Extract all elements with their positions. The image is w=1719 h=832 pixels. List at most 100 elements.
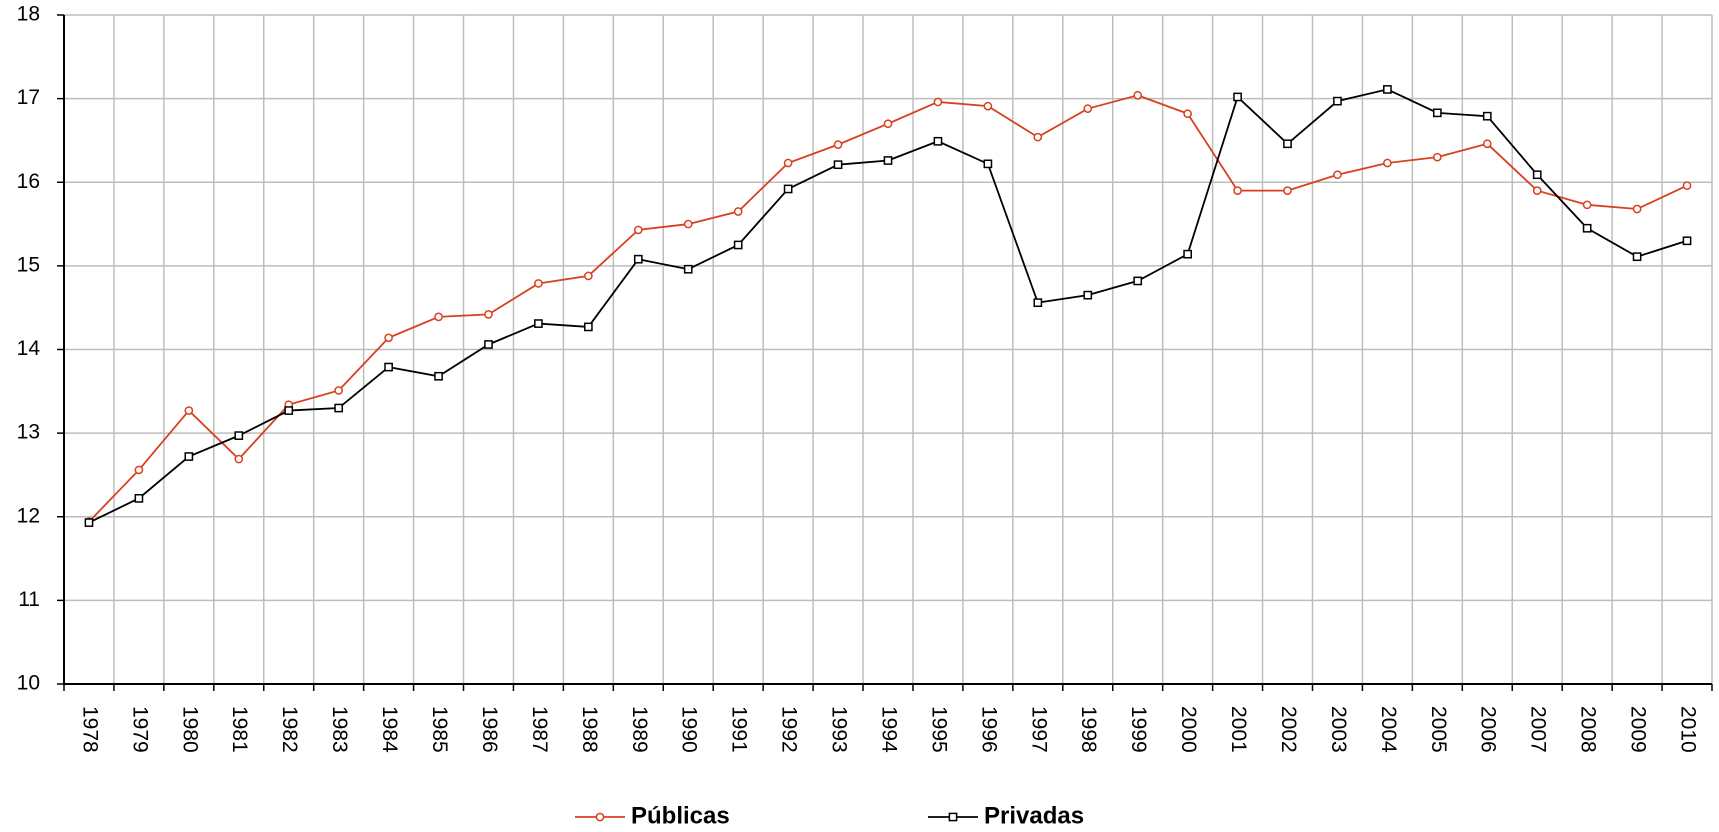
x-tick-label: 1988: [578, 706, 601, 753]
y-tick-label: 15: [17, 253, 40, 276]
x-tick-label: 2000: [1177, 706, 1200, 753]
x-tick-label: 2005: [1427, 706, 1450, 753]
x-tick-label: 1981: [228, 706, 251, 753]
x-tick-label: 2010: [1676, 706, 1699, 753]
x-tick-label: 1993: [828, 706, 851, 753]
legend-label: Privadas: [984, 802, 1084, 829]
point: [1682, 181, 1692, 190]
point: [484, 310, 493, 319]
x-tick-label: 1989: [628, 706, 651, 753]
point: [1083, 104, 1093, 114]
point: [234, 431, 244, 440]
y-tick-label: 14: [17, 337, 41, 360]
point: [334, 403, 344, 413]
x-tick-label: 1998: [1077, 706, 1100, 753]
y-tick-label: 17: [17, 86, 40, 109]
point: [1033, 132, 1043, 142]
point: [184, 406, 194, 415]
point: [633, 254, 643, 264]
point: [1233, 186, 1242, 195]
y-tick-label: 13: [17, 421, 40, 444]
point: [384, 362, 393, 372]
y-tick-label: 10: [17, 672, 40, 695]
x-tick-label: 1992: [778, 706, 801, 753]
x-tick-label: 1996: [977, 706, 1000, 753]
point: [1532, 186, 1542, 195]
point: [534, 319, 543, 328]
point: [633, 225, 643, 235]
point: [184, 452, 194, 461]
point: [1133, 90, 1143, 100]
x-tick-label: 1995: [927, 706, 950, 753]
point: [84, 518, 94, 527]
x-tick-label: 1991: [728, 706, 751, 753]
x-tick-label: 1990: [678, 706, 701, 753]
point: [733, 240, 743, 250]
point: [983, 159, 993, 169]
x-tick-label: 1999: [1127, 706, 1150, 753]
point: [134, 494, 144, 503]
x-tick-label: 2008: [1577, 706, 1600, 753]
x-tick-label: 2001: [1227, 706, 1250, 753]
point: [1582, 200, 1592, 210]
point: [284, 406, 294, 415]
x-tick-label: 1997: [1027, 706, 1050, 753]
point: [783, 158, 793, 168]
point: [1183, 249, 1192, 259]
point: [1283, 139, 1292, 149]
x-tick-label: 1985: [428, 706, 451, 753]
point: [584, 322, 593, 332]
point: [683, 219, 693, 229]
point: [434, 312, 443, 322]
point: [1183, 109, 1192, 119]
x-tick-label: 1978: [78, 706, 101, 753]
x-tick-label: 1982: [278, 706, 301, 753]
point: [833, 160, 843, 170]
point: [933, 97, 943, 107]
x-tick-label: 2007: [1527, 706, 1550, 753]
x-tick-label: 2004: [1377, 706, 1400, 753]
point: [1033, 298, 1043, 308]
x-tick-label: 1980: [178, 706, 201, 753]
point: [833, 140, 843, 149]
y-tick-label: 18: [17, 3, 40, 26]
point: [584, 271, 593, 281]
x-tick-label: 1984: [378, 706, 401, 753]
point: [733, 207, 743, 216]
point: [1283, 186, 1292, 195]
point: [1083, 290, 1093, 300]
point: [1632, 204, 1642, 214]
point: [683, 264, 693, 274]
x-tick-label: 1983: [328, 706, 351, 753]
point: [1333, 170, 1342, 180]
point: [948, 812, 958, 822]
y-tick-label: 16: [17, 170, 40, 193]
x-tick-label: 2003: [1327, 706, 1350, 753]
point: [1432, 152, 1442, 162]
point: [1482, 111, 1492, 121]
point: [334, 386, 344, 395]
x-tick-label: 1987: [528, 706, 551, 753]
point: [534, 279, 543, 288]
legend-label: Públicas: [631, 802, 730, 829]
point: [1432, 108, 1442, 118]
y-tick-label: 12: [17, 504, 40, 527]
x-tick-label: 2006: [1477, 706, 1500, 753]
point: [883, 156, 893, 165]
point: [883, 119, 893, 129]
point: [234, 454, 244, 464]
point: [384, 333, 393, 343]
point: [1682, 236, 1692, 246]
y-tick-label: 11: [18, 588, 40, 611]
point: [1632, 252, 1642, 262]
point: [983, 101, 993, 111]
point: [783, 184, 793, 194]
point: [1233, 92, 1242, 102]
x-tick-label: 1986: [478, 706, 501, 753]
point: [1133, 276, 1143, 286]
point: [1383, 85, 1392, 94]
point: [1532, 170, 1542, 180]
point: [434, 371, 443, 381]
point: [933, 136, 943, 146]
point: [1333, 96, 1342, 106]
